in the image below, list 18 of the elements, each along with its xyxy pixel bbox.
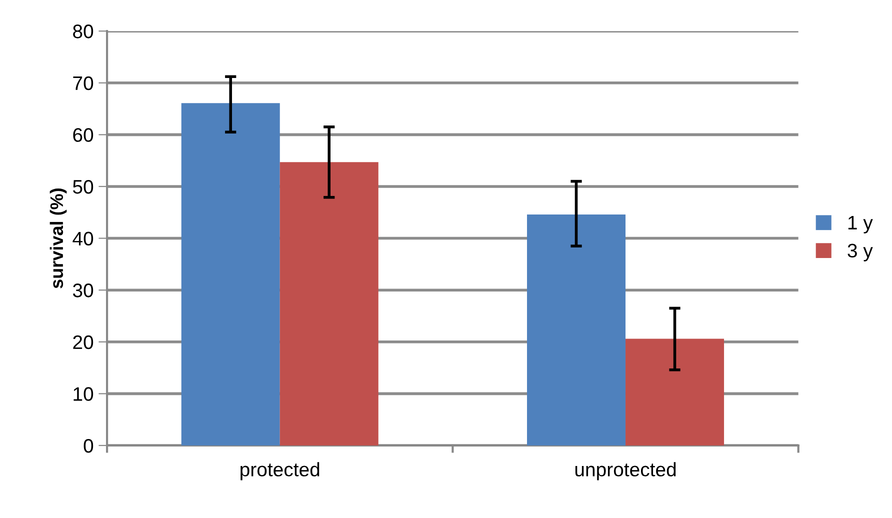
- y-tick-label: 60: [73, 128, 94, 142]
- bar: [181, 103, 280, 446]
- bar: [626, 338, 724, 446]
- x-tick-label: unprotected: [575, 462, 676, 480]
- legend-label: 3 y: [848, 244, 873, 262]
- y-tick-label: 70: [73, 76, 94, 90]
- bar: [527, 214, 626, 446]
- y-tick-label: 30: [72, 284, 94, 298]
- y-tick-label: 40: [72, 232, 94, 246]
- y-tick-label: 0: [84, 438, 94, 453]
- legend-label: 1 y: [848, 216, 873, 234]
- y-tick-label: 80: [73, 24, 94, 38]
- y-tick-label: 20: [73, 335, 94, 350]
- bar: [280, 162, 378, 446]
- y-tick-label: 10: [74, 387, 94, 401]
- y-tick-label: 50: [72, 180, 94, 194]
- y-axis-title: survival (%): [50, 188, 67, 288]
- x-tick-label: protected: [240, 462, 320, 480]
